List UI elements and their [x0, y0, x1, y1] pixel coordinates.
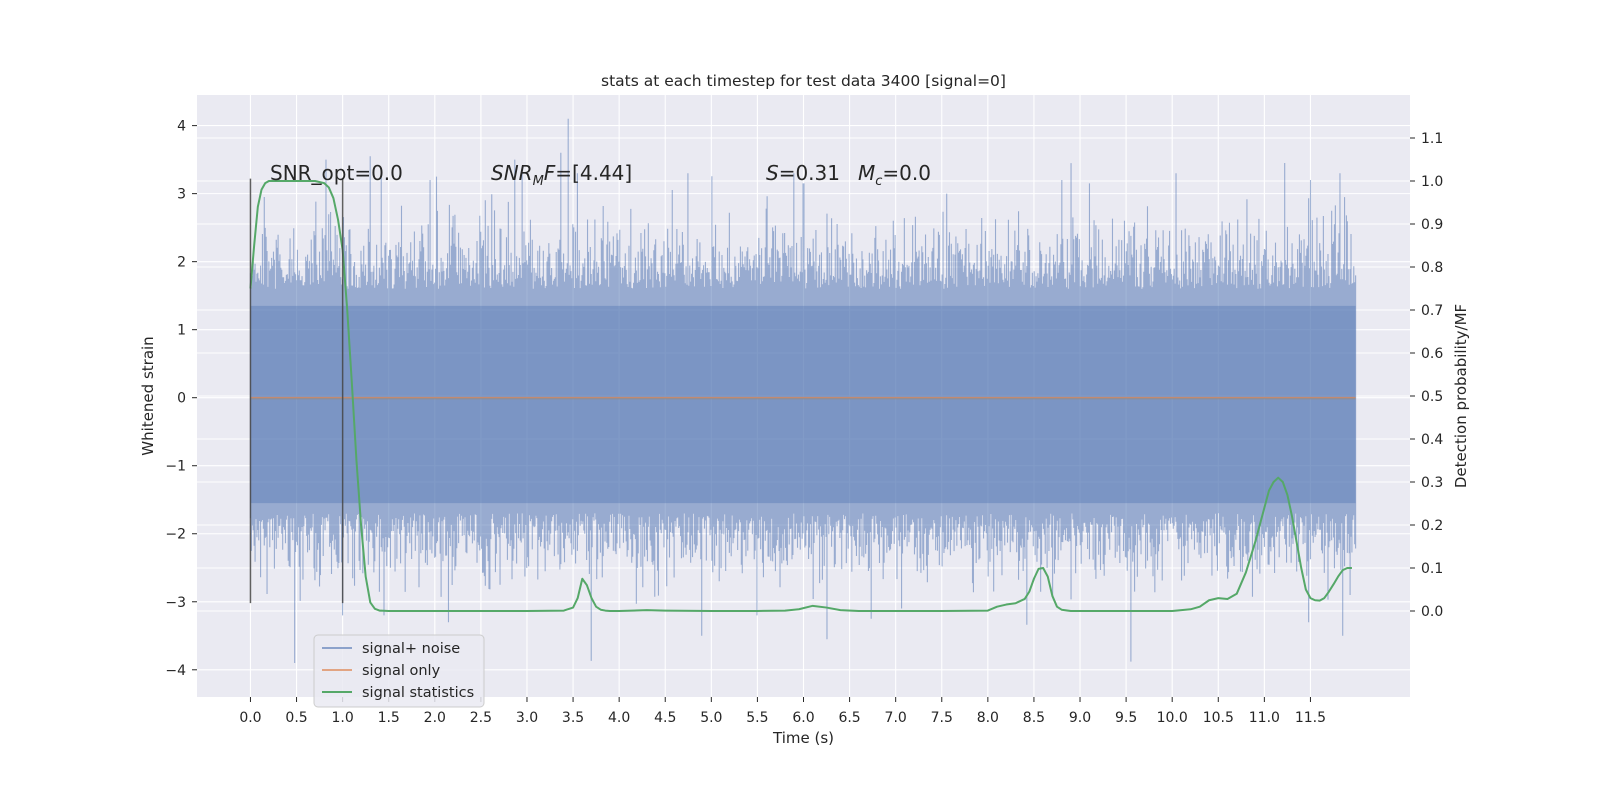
- snr-mf-value: =[4.44]: [555, 161, 632, 185]
- vertical-markers: [249, 178, 344, 604]
- x-tick-label: 8.5: [1023, 710, 1045, 726]
- y-axis-label: Whitened strain: [139, 336, 157, 455]
- annotation-s: S=0.31: [766, 161, 840, 185]
- x-tick-label: 2.5: [470, 710, 492, 726]
- y-right-tick-label: 1.0: [1421, 174, 1443, 190]
- y-tick-label: 3: [177, 187, 186, 203]
- x-tick-label: 9.5: [1115, 710, 1137, 726]
- x-tick-label: 7.0: [885, 710, 907, 726]
- mc-subscript: c: [875, 174, 882, 189]
- y-tick-label: 4: [177, 119, 186, 135]
- annotation-mc: Mc=0.0: [858, 161, 931, 189]
- snr-mf-italic: SNR: [491, 161, 533, 185]
- legend-label: signal only: [362, 663, 441, 679]
- snr-mf-subscript: M: [533, 174, 544, 189]
- x-tick-label: 3.5: [562, 710, 584, 726]
- y-tick-label: 1: [177, 323, 186, 339]
- y-right-tick-label: 0.3: [1421, 475, 1443, 491]
- tick-labels: 0.0 0.5 1.0 1.5 2.0 2.5 3.0 3.5 4.0 4.5 5.0 5.5 6.0 6…: [165, 119, 1443, 726]
- x-tick-label: 2.0: [424, 710, 446, 726]
- y-tick-label: 2: [177, 255, 186, 271]
- x-tick-label: 11.5: [1295, 710, 1326, 726]
- x-tick-label: 4.0: [608, 710, 630, 726]
- series-layer: [249, 118, 1357, 663]
- y-tick-label: −4: [165, 663, 186, 679]
- x-tick-label: 6.5: [838, 710, 860, 726]
- x-tick-label: 5.0: [700, 710, 722, 726]
- y-right-tick-label: 0.8: [1421, 260, 1443, 276]
- s-italic: S: [766, 161, 779, 185]
- y-right-tick-label: 0.2: [1421, 518, 1443, 534]
- legend-label: signal+ noise: [362, 641, 460, 657]
- legend: signal+ noise signal only signal statistic…: [313, 634, 485, 708]
- y-right-tick-label: 0.1: [1421, 561, 1443, 577]
- y-right-tick-label: 1.1: [1421, 131, 1443, 147]
- x-tick-label: 1.5: [378, 710, 400, 726]
- series-signal-noise-band: [250, 305, 1356, 504]
- y-right-tick-label: 0.5: [1421, 389, 1443, 405]
- y-tick-label: −1: [165, 459, 186, 475]
- x-tick-label: 3.0: [516, 710, 538, 726]
- y-tick-label: −2: [165, 527, 186, 543]
- y-axis-label-right: Detection probability/MF: [1452, 304, 1470, 488]
- mc-italic: M: [858, 161, 875, 185]
- y-right-tick-label: 0.4: [1421, 432, 1443, 448]
- x-tick-label: 0.5: [285, 710, 307, 726]
- y-right-tick-label: 0.9: [1421, 217, 1443, 233]
- y-tick-label: −3: [165, 595, 186, 611]
- y-tick-label: 0: [177, 391, 186, 407]
- x-tick-label: 10.0: [1157, 710, 1188, 726]
- legend-label: signal statistics: [362, 685, 474, 701]
- mc-value: =0.0: [882, 161, 931, 185]
- y-right-tick-label: 0.6: [1421, 346, 1443, 362]
- x-tick-label: 10.5: [1203, 710, 1234, 726]
- annotation-snr-opt: SNR_opt=0.0: [270, 161, 403, 185]
- annotation-snr-mf: SNRMF=[4.44]: [491, 161, 632, 189]
- x-axis-label: Time (s): [772, 729, 834, 747]
- x-tick-label: 4.5: [654, 710, 676, 726]
- x-tick-label: 9.0: [1069, 710, 1091, 726]
- x-tick-label: 7.5: [931, 710, 953, 726]
- y-right-tick-label: 0.0: [1421, 604, 1443, 620]
- y-right-tick-label: 0.7: [1421, 303, 1443, 319]
- s-value: =0.31: [779, 161, 840, 185]
- x-tick-label: 6.0: [792, 710, 814, 726]
- x-tick-label: 8.0: [977, 710, 999, 726]
- chart-title: stats at each timestep for test data 340…: [601, 72, 1006, 90]
- snr-mf-rest-f: F: [544, 161, 556, 185]
- series-signal-statistics: [249, 180, 1352, 612]
- legend-box: [313, 634, 485, 708]
- x-tick-label: 5.5: [746, 710, 768, 726]
- x-tick-label: 1.0: [332, 710, 354, 726]
- x-tick-label: 0.0: [239, 710, 261, 726]
- x-tick-label: 11.0: [1249, 710, 1280, 726]
